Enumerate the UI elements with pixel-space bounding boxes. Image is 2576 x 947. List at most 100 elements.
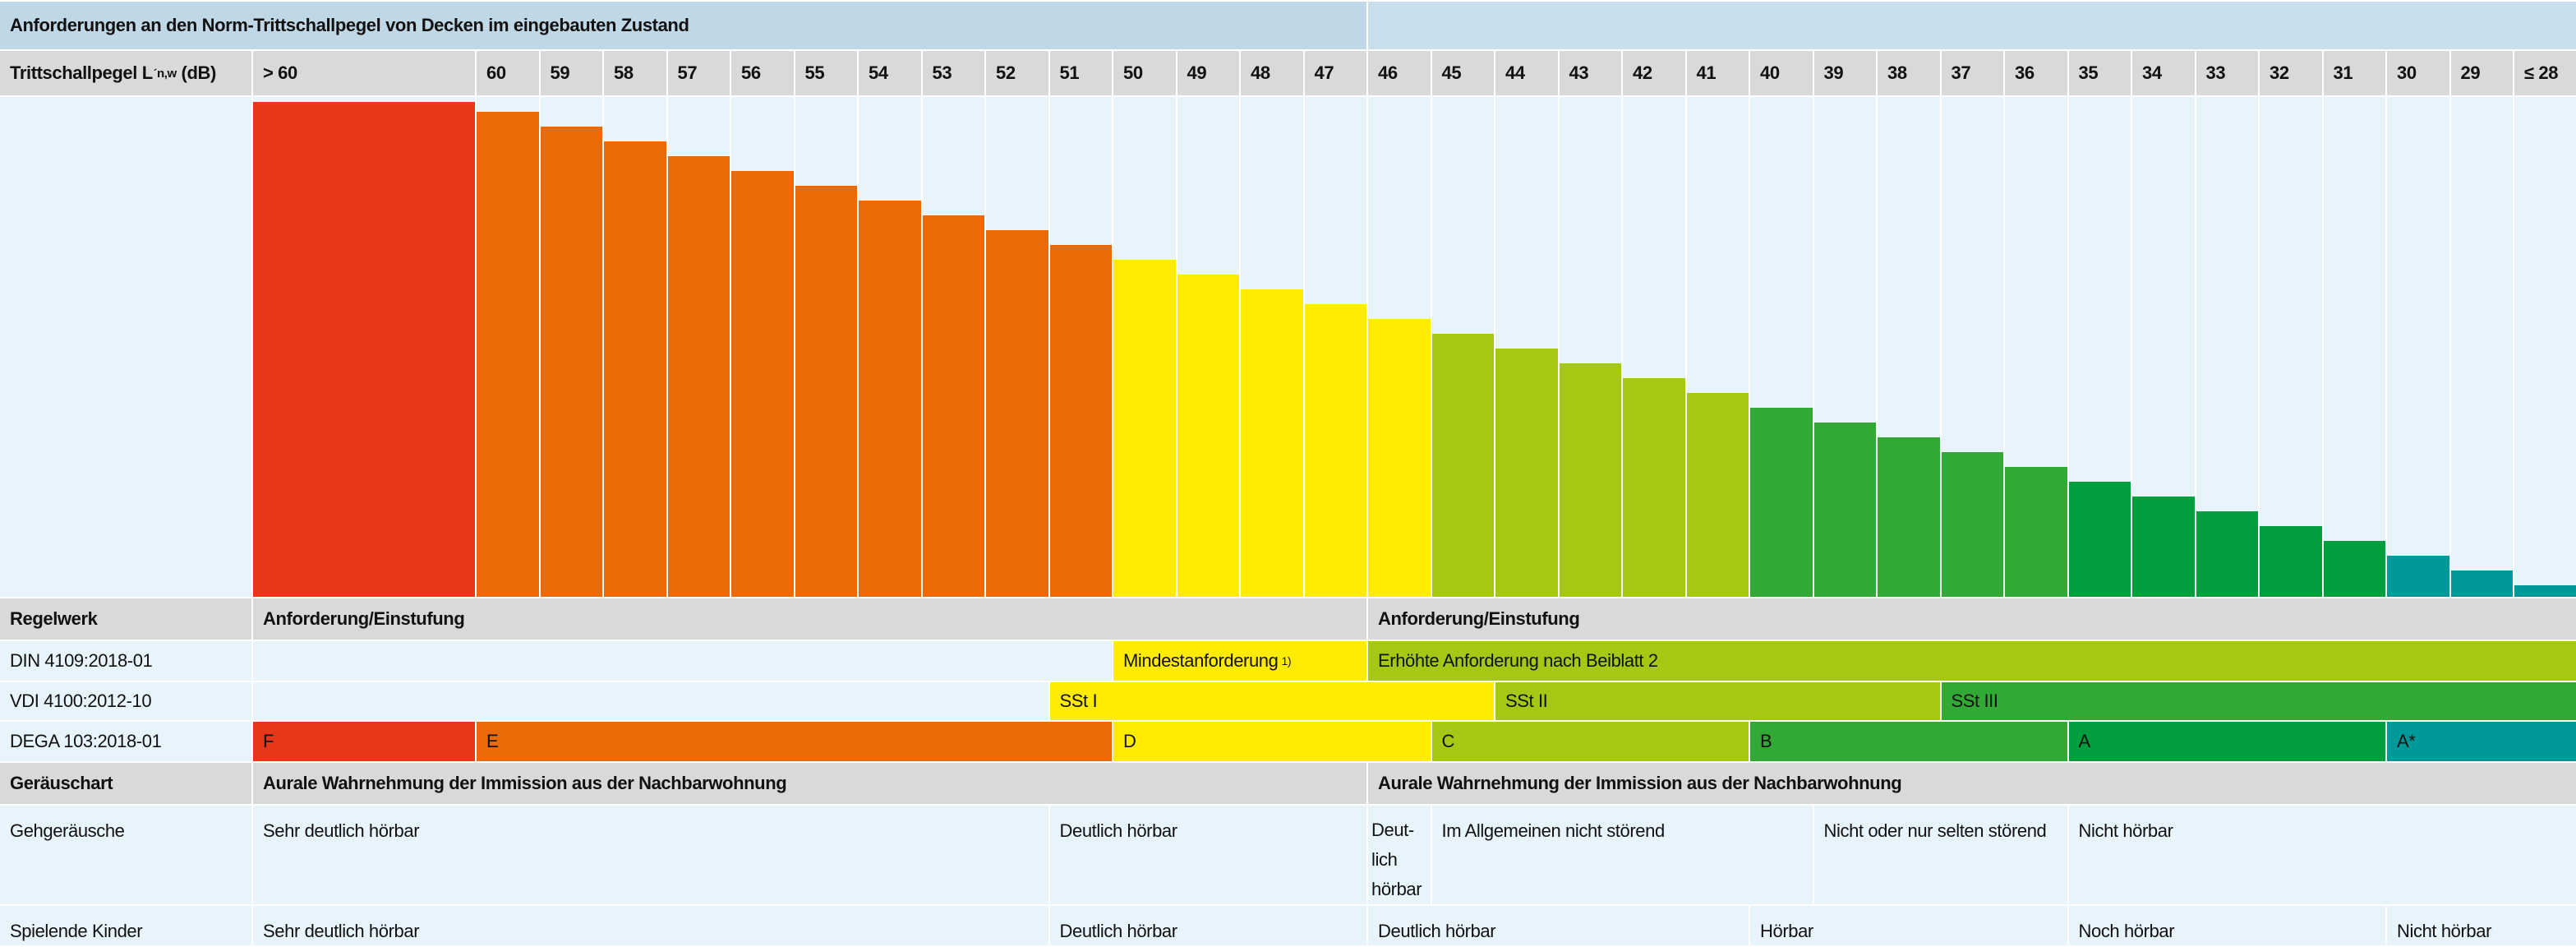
perception-segment: Deutlich hörbar — [1368, 906, 1749, 945]
level-bar — [604, 141, 666, 597]
level-column-header: 35 — [2069, 51, 2131, 95]
bar-cell — [541, 97, 603, 597]
level-bar — [1814, 423, 1877, 597]
level-column-header: 41 — [1687, 51, 1749, 95]
rating-text: SSt I — [1060, 691, 1098, 712]
level-bar — [795, 186, 858, 597]
level-column-header: > 60 — [253, 51, 475, 95]
level-column-header: 37 — [1942, 51, 2004, 95]
bar-cell — [2260, 97, 2322, 597]
level-bar — [2387, 556, 2449, 597]
rating-segment: SSt III — [1942, 682, 2576, 720]
bar-cell — [1432, 97, 1495, 597]
level-column-header: 33 — [2196, 51, 2259, 95]
bar-cell — [1814, 97, 1877, 597]
level-column-header: 45 — [1432, 51, 1495, 95]
geraeuschart-left-heading: Aurale Wahrnehmung der Immission aus der… — [253, 763, 1366, 804]
bar-cell — [1942, 97, 2004, 597]
rating-segment: C — [1432, 722, 1749, 761]
bar-cell — [477, 97, 539, 597]
bar-cell — [668, 97, 730, 597]
level-bar — [2514, 585, 2576, 597]
bar-cell — [2069, 97, 2131, 597]
regelwerk-row-label: DIN 4109:2018-01 — [0, 641, 251, 681]
rating-text: A — [2079, 731, 2090, 752]
perception-segment: Nicht hörbar — [2069, 806, 2576, 904]
perception-segment: Deutlich hörbar — [1050, 906, 1367, 945]
label-sub: n,w — [157, 67, 177, 81]
perception-segment: Nicht hörbar — [2387, 906, 2576, 945]
rating-text: F — [263, 731, 274, 752]
bar-cell — [1177, 97, 1240, 597]
rating-text: D — [1123, 731, 1136, 752]
rating-segment: SSt II — [1495, 682, 1940, 720]
bar-cell — [2324, 97, 2386, 597]
perception-segment: Im Allgemeinen nicht störend — [1432, 806, 1813, 904]
label-main: Trittschallpegel L — [10, 62, 153, 84]
level-bar — [1050, 245, 1113, 597]
level-bar — [1942, 452, 2004, 597]
level-bar — [541, 127, 603, 597]
level-column-header: 47 — [1305, 51, 1367, 95]
perception-segment: Sehr deutlich hörbar — [253, 906, 1048, 945]
rating-text: Erhöhte Anforderung nach Beiblatt 2 — [1378, 650, 1658, 672]
level-column-header: 31 — [2324, 51, 2386, 95]
level-column-header: 53 — [923, 51, 985, 95]
rating-segment: B — [1750, 722, 2067, 761]
bar-cell — [795, 97, 858, 597]
level-column-header: 30 — [2387, 51, 2449, 95]
bar-cell — [1113, 97, 1176, 597]
footnote-marker: 1) — [1281, 654, 1291, 668]
level-bar — [1305, 304, 1367, 597]
level-bar — [731, 171, 794, 597]
level-bar — [2260, 526, 2322, 597]
title-filler — [1368, 2, 2576, 49]
level-column-header: 48 — [1241, 51, 1303, 95]
level-bar — [2451, 571, 2514, 597]
bar-cell — [923, 97, 985, 597]
level-column-header: 43 — [1560, 51, 1622, 95]
level-bar — [1687, 393, 1749, 597]
level-bar — [1750, 408, 1813, 597]
level-bar — [1560, 363, 1622, 597]
bar-cell — [1623, 97, 1685, 597]
level-column-header: 29 — [2451, 51, 2514, 95]
rating-segment — [253, 641, 1112, 681]
perception-segment: Noch hörbar — [2069, 906, 2386, 945]
bar-cell — [1241, 97, 1303, 597]
bar-cell — [1878, 97, 1940, 597]
bar-cell — [731, 97, 794, 597]
level-header-label: Trittschallpegel L´n,w (dB) — [0, 51, 251, 95]
bar-cell — [253, 97, 475, 597]
rating-text: A* — [2397, 731, 2415, 752]
geraeuschart-label: Geräuschart — [0, 763, 251, 804]
level-column-header: 58 — [604, 51, 666, 95]
bar-cell — [2005, 97, 2067, 597]
level-column-header: 46 — [1368, 51, 1431, 95]
level-bar — [1623, 378, 1685, 597]
bar-cell — [1560, 97, 1622, 597]
level-bar — [2196, 511, 2259, 597]
level-bar — [2069, 482, 2131, 597]
table-title: Anforderungen an den Norm-Trittschallpeg… — [0, 2, 1366, 49]
level-bar — [253, 102, 475, 597]
bar-cell — [604, 97, 666, 597]
geraeuschart-right-heading: Aurale Wahrnehmung der Immission aus der… — [1368, 763, 2576, 804]
bar-cell — [986, 97, 1048, 597]
bar-cell — [1050, 97, 1113, 597]
level-column-header: 32 — [2260, 51, 2322, 95]
level-column-header: 60 — [477, 51, 539, 95]
level-bar — [1432, 334, 1495, 597]
bar-cell — [1305, 97, 1367, 597]
level-column-header: 54 — [859, 51, 921, 95]
perception-segment: Hörbar — [1750, 906, 2067, 945]
bar-cell — [2451, 97, 2514, 597]
level-column-header: 36 — [2005, 51, 2067, 95]
level-column-header: 50 — [1113, 51, 1176, 95]
level-column-header: 34 — [2132, 51, 2195, 95]
bar-cell — [1750, 97, 1813, 597]
level-bar — [2132, 497, 2195, 597]
rating-text: SSt III — [1952, 691, 1998, 712]
level-column-header: 42 — [1623, 51, 1685, 95]
